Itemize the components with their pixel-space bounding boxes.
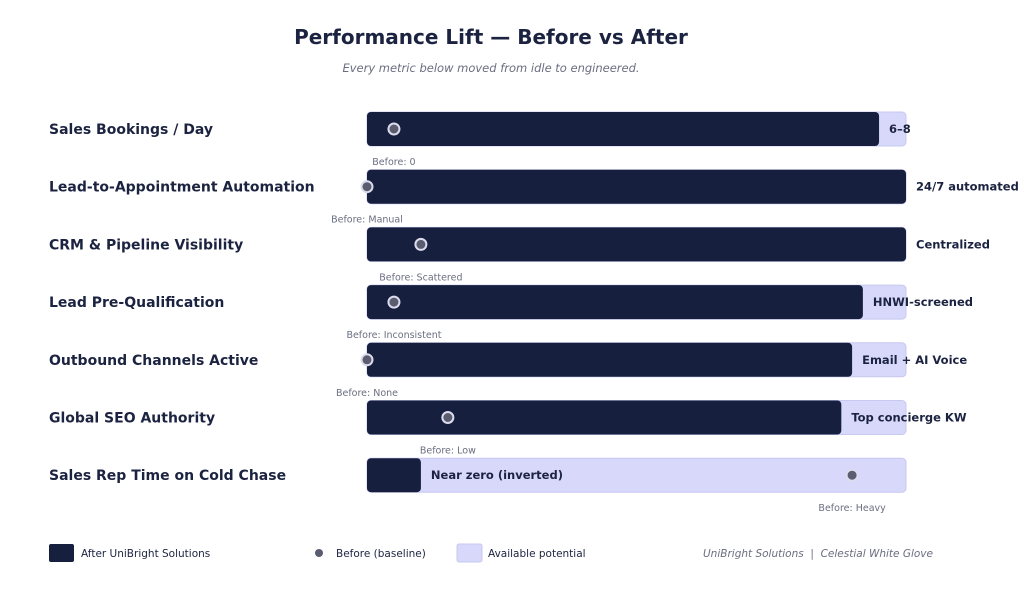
after-value-label: Near zero (inverted) (431, 468, 563, 482)
category-label: CRM & Pipeline Visibility (49, 237, 243, 253)
after-bar (367, 342, 853, 377)
after-value-label: 24/7 automated (916, 180, 1019, 194)
after-bar (367, 169, 906, 204)
chart-subtitle: Every metric below moved from idle to en… (342, 61, 639, 75)
legend-label: After UniBright Solutions (81, 548, 210, 560)
bar-row: CRM & Pipeline Visibility Centralized Befo… (49, 226, 990, 283)
before-dot (441, 411, 455, 424)
legend-swatch-before (315, 549, 323, 557)
legend-label: Available potential (488, 548, 586, 560)
after-value-label: 6–8 (889, 122, 911, 136)
before-dot (845, 468, 859, 482)
before-dot (414, 237, 428, 251)
legend-swatch-after (49, 544, 74, 562)
before-dot (360, 180, 374, 194)
before-dot (360, 353, 374, 367)
bar-row: Outbound Channels Active Email + AI Voice… (49, 342, 967, 399)
chart-title: Performance Lift — Before vs After (294, 25, 688, 49)
bar-row: Lead Pre-Qualification HNWI-screened Befor… (49, 284, 973, 341)
category-label: Outbound Channels Active (49, 353, 258, 369)
after-bar (367, 400, 842, 435)
legend-item: Before (baseline) (315, 548, 426, 560)
before-value-label: Before: 0 (372, 157, 415, 168)
after-value-label: Top concierge KW (851, 411, 967, 425)
before-value-label: Before: Scattered (379, 272, 462, 283)
bar-row: Sales Bookings / Day 6–8 Before: 0 (49, 111, 911, 168)
bar-row: Global SEO Authority Top concierge KW Befo… (49, 400, 967, 457)
before-dot (387, 295, 401, 309)
category-label: Sales Rep Time on Cold Chase (49, 468, 286, 484)
bar-row: Lead-to-Appointment Automation 24/7 autom… (49, 169, 1019, 226)
category-label: Sales Bookings / Day (49, 122, 213, 138)
legend-label: Before (baseline) (336, 548, 426, 560)
before-value-label: Before: Manual (331, 215, 403, 226)
footer-credit: UniBright Solutions | Celestial White Gl… (703, 548, 933, 560)
after-value-label: Email + AI Voice (862, 353, 967, 367)
before-value-label: Before: Low (420, 446, 476, 457)
after-value-label: HNWI-screened (873, 295, 973, 309)
before-value-label: Before: Inconsistent (346, 330, 441, 341)
category-label: Lead Pre-Qualification (49, 295, 224, 311)
after-bar (367, 458, 421, 493)
legend: After UniBright Solutions Before (baselin… (49, 543, 586, 563)
after-bar (367, 285, 863, 320)
legend-item: After UniBright Solutions (49, 544, 210, 562)
category-label: Lead-to-Appointment Automation (49, 180, 315, 196)
bar-row: Sales Rep Time on Cold Chase Near zero (i… (49, 457, 907, 514)
before-value-label: Before: Heavy (818, 503, 886, 514)
legend-swatch-potential (456, 543, 483, 563)
after-bar (367, 227, 906, 262)
before-dot (387, 122, 401, 136)
after-value-label: Centralized (916, 237, 990, 251)
after-bar (367, 112, 880, 146)
before-value-label: Before: None (336, 388, 398, 399)
legend-item: Available potential (456, 543, 586, 563)
category-label: Global SEO Authority (49, 411, 215, 427)
